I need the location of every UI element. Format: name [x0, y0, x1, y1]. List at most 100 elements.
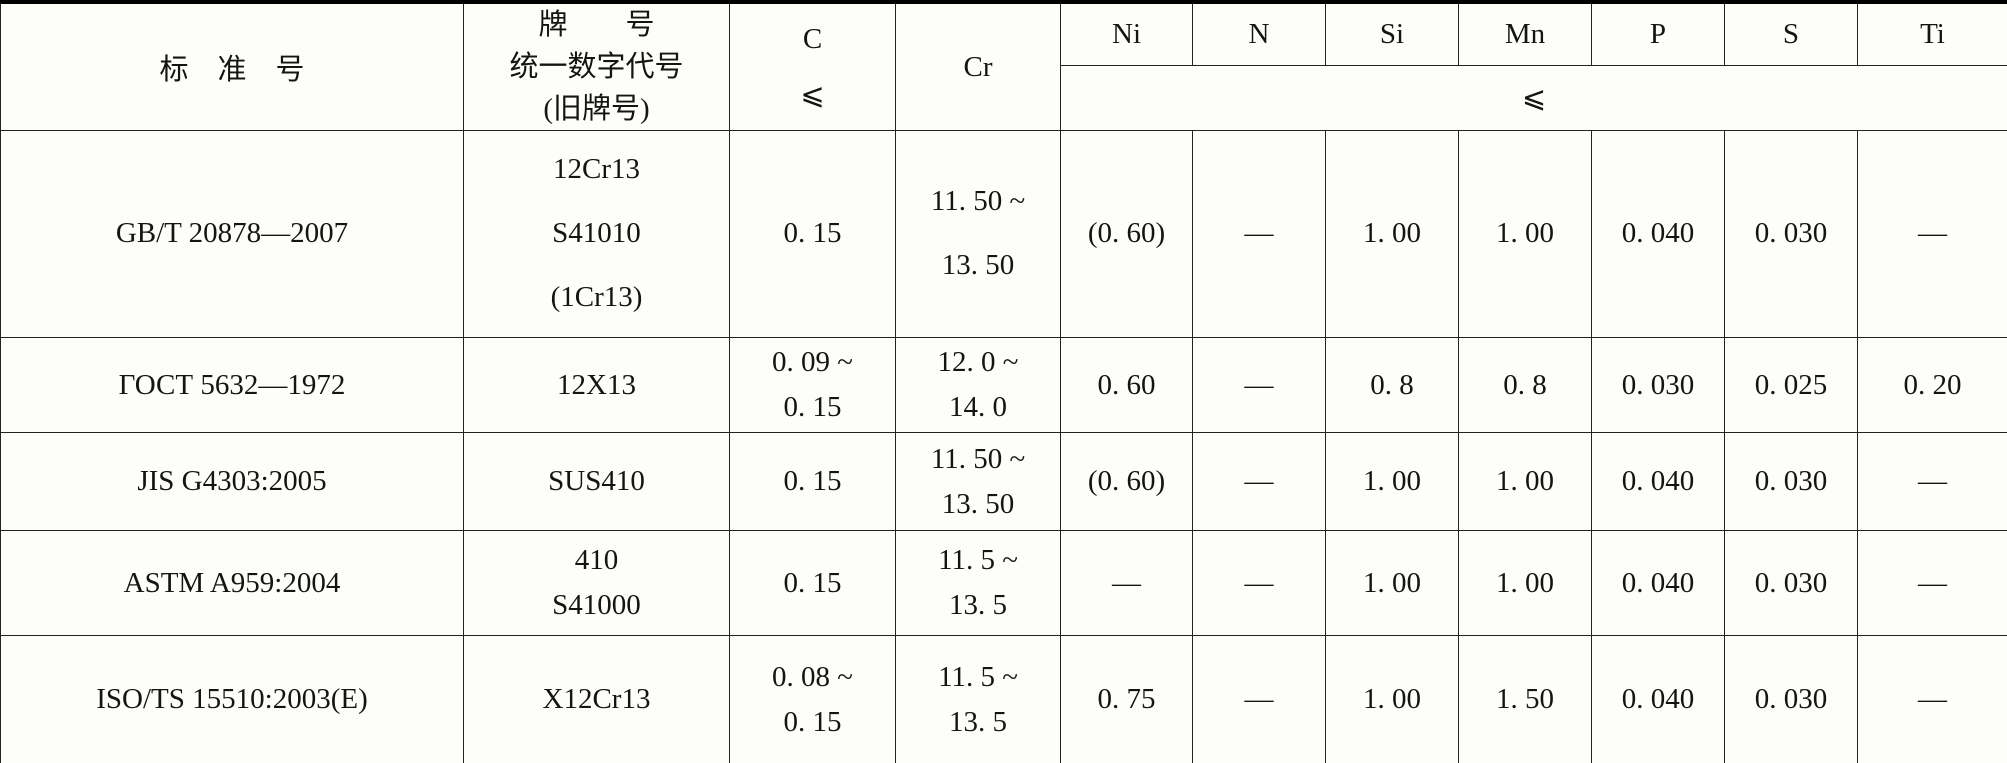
header-grade-line: (旧牌号): [543, 93, 650, 126]
cell-line: SUS410: [548, 465, 645, 498]
cell-line: —: [1244, 566, 1274, 599]
cell-sulfur: 0. 025: [1724, 337, 1858, 434]
cell-nickel: —: [1060, 530, 1193, 637]
cell-line: —: [1244, 368, 1274, 401]
cell-grade-designation: 410 S41000: [463, 530, 730, 637]
cell-line: 13. 50: [941, 487, 1015, 520]
cell-line: 12. 0 ~: [937, 346, 1019, 379]
cell-line: 1. 00: [1363, 683, 1421, 716]
cell-line: S41010: [552, 217, 641, 250]
table-row: ГОСТ 5632—1972 12X13 0. 09 ~ 0. 15 12. 0 ~ 14…: [0, 337, 2007, 434]
header-manganese: Mn: [1458, 1, 1592, 66]
cell-carbon: 0. 15: [729, 530, 896, 637]
cell-standard-number: ASTM A959:2004: [0, 530, 464, 637]
cell-nitrogen: —: [1192, 337, 1326, 434]
cell-titanium: —: [1857, 530, 2007, 637]
cell-manganese: 1. 00: [1458, 130, 1592, 339]
cell-line: 0. 15: [783, 217, 842, 250]
cell-line: 13. 5: [949, 589, 1007, 622]
header-nickel: Ni: [1060, 1, 1193, 66]
cell-line: 13. 5: [949, 705, 1007, 738]
header-grade-designation: 牌 号 统一数字代号 (旧牌号): [463, 1, 730, 132]
cell-manganese: 1. 00: [1458, 432, 1592, 532]
cell-manganese: 1. 00: [1458, 530, 1592, 637]
cell-chromium: 11. 50 ~ 13. 50: [895, 432, 1061, 532]
header-grade-line: 统一数字代号: [509, 51, 684, 84]
cell-line: 14. 0: [949, 391, 1007, 424]
cell-grade-designation: 12X13: [463, 337, 730, 434]
cell-nitrogen: —: [1192, 130, 1326, 339]
cell-silicon: 0. 8: [1325, 337, 1459, 434]
cell-silicon: 1. 00: [1325, 130, 1459, 339]
cell-line: (0. 60): [1087, 217, 1166, 250]
header-carbon: C ⩽: [729, 1, 896, 132]
cell-line: 0. 15: [783, 566, 842, 599]
cell-line: 12Cr13: [553, 153, 640, 186]
cell-carbon: 0. 08 ~ 0. 15: [729, 635, 896, 763]
cell-line: ISO/TS 15510:2003(E): [96, 683, 368, 716]
cell-nickel: (0. 60): [1060, 432, 1193, 532]
cell-line: S41000: [552, 589, 641, 622]
cell-phosphorus: 0. 040: [1591, 432, 1725, 532]
cell-sulfur: 0. 030: [1724, 130, 1858, 339]
cell-standard-number: JIS G4303:2005: [0, 432, 464, 532]
cell-line: 1. 00: [1496, 566, 1554, 599]
cell-phosphorus: 0. 030: [1591, 337, 1725, 434]
cell-line: 1. 00: [1363, 566, 1421, 599]
header-grade-line: 牌 号: [538, 9, 655, 41]
cell-standard-number: ISO/TS 15510:2003(E): [0, 635, 464, 763]
cell-line: —: [1918, 217, 1947, 250]
cell-line: JIS G4303:2005: [137, 465, 327, 498]
table-row: GB/T 20878—2007 12Cr13 S41010 (1Cr13) 0. 15 1…: [0, 130, 2007, 339]
header-silicon: Si: [1325, 1, 1459, 66]
cell-line: 0. 040: [1621, 465, 1695, 498]
header-titanium: Ti: [1857, 1, 2007, 66]
cell-standard-number: GB/T 20878—2007: [0, 130, 464, 339]
cell-grade-designation: X12Cr13: [463, 635, 730, 763]
cell-line: X12Cr13: [542, 683, 651, 716]
cell-line: 1. 00: [1496, 217, 1554, 250]
cell-line: 11. 50 ~: [930, 442, 1026, 475]
header-standard-number: 标 准 号: [0, 1, 464, 132]
table-row: ISO/TS 15510:2003(E) X12Cr13 0. 08 ~ 0. 15 1…: [0, 635, 2007, 763]
cell-sulfur: 0. 030: [1724, 432, 1858, 532]
cell-line: 11. 5 ~: [938, 544, 1018, 577]
cell-line: 1. 50: [1496, 683, 1554, 716]
cell-line: ASTM A959:2004: [123, 566, 341, 599]
cell-manganese: 0. 8: [1458, 337, 1592, 434]
cell-nickel: (0. 60): [1060, 130, 1193, 339]
cell-line: 0. 030: [1621, 368, 1695, 401]
cell-phosphorus: 0. 040: [1591, 530, 1725, 637]
header-chromium: Cr: [895, 1, 1061, 132]
cell-nickel: 0. 75: [1060, 635, 1193, 763]
cell-line: —: [1244, 683, 1274, 716]
cell-carbon: 0. 09 ~ 0. 15: [729, 337, 896, 434]
table-row: ASTM A959:2004 410 S41000 0. 15 11. 5 ~ 13. 5…: [0, 530, 2007, 637]
cell-grade-designation: SUS410: [463, 432, 730, 532]
cell-titanium: —: [1857, 635, 2007, 763]
cell-line: 0. 09 ~: [772, 346, 853, 379]
cell-silicon: 1. 00: [1325, 530, 1459, 637]
cell-line: 0. 040: [1621, 217, 1695, 250]
cell-chromium: 11. 5 ~ 13. 5: [895, 530, 1061, 637]
table-header: 标 准 号 牌 号 统一数字代号 (旧牌号) C ⩽ Cr Ni N Si Mn…: [0, 1, 2007, 132]
cell-standard-number: ГОСТ 5632—1972: [0, 337, 464, 434]
cell-line: 0. 8: [1503, 368, 1547, 401]
cell-carbon: 0. 15: [729, 130, 896, 339]
header-phosphorus: P: [1591, 1, 1725, 66]
cell-line: 0. 030: [1754, 217, 1828, 250]
cell-line: GB/T 20878—2007: [115, 217, 349, 250]
cell-line: 0. 030: [1754, 465, 1828, 498]
cell-manganese: 1. 50: [1458, 635, 1592, 763]
cell-nitrogen: —: [1192, 635, 1326, 763]
cell-nickel: 0. 60: [1060, 337, 1193, 434]
cell-chromium: 11. 5 ~ 13. 5: [895, 635, 1061, 763]
cell-line: 0. 040: [1621, 566, 1695, 599]
cell-titanium: —: [1857, 130, 2007, 339]
cell-line: 0. 15: [783, 705, 842, 738]
cell-titanium: —: [1857, 432, 2007, 532]
cell-line: 11. 50 ~: [930, 185, 1026, 218]
cell-line: 410: [574, 544, 619, 577]
